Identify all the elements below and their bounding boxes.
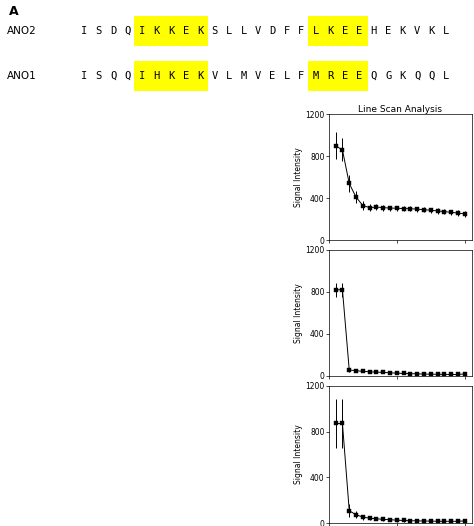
Text: B: B [6,117,14,127]
Text: K: K [168,71,174,81]
FancyBboxPatch shape [192,60,208,91]
Text: V: V [414,26,420,36]
Text: D: D [6,388,15,398]
Text: L: L [240,26,246,36]
Text: R: R [327,71,334,81]
Text: K: K [197,71,203,81]
FancyBboxPatch shape [134,16,150,46]
Text: L: L [284,71,290,81]
Text: + Arl13b:mCherry: + Arl13b:mCherry [212,118,294,127]
Text: *: * [327,0,334,1]
Text: GFP: GFP [97,118,114,127]
Text: A: A [9,5,19,18]
Text: E: E [356,71,363,81]
Text: K: K [327,26,334,36]
Text: H: H [154,71,160,81]
FancyBboxPatch shape [148,16,165,46]
Text: Q: Q [110,71,117,81]
Text: M: M [313,71,319,81]
Text: Q: Q [371,71,377,81]
Text: E: E [342,71,348,81]
Text: ANO1: ANO1 [7,71,37,81]
Text: *: * [167,0,175,1]
Y-axis label: Signal Intensity: Signal Intensity [294,424,302,484]
Text: I: I [139,71,146,81]
Text: K: K [197,26,203,36]
Text: V: V [255,26,261,36]
Text: E: E [385,26,392,36]
Text: ANO1H955KR967K: ANO1H955KR967K [15,425,20,484]
Text: E: E [269,71,275,81]
FancyBboxPatch shape [177,16,194,46]
Text: K: K [168,26,174,36]
Text: D: D [110,26,117,36]
Text: E: E [342,26,348,36]
FancyBboxPatch shape [322,16,338,46]
Text: ANO2: ANO2 [7,26,37,36]
Text: M: M [240,71,246,81]
FancyBboxPatch shape [337,60,353,91]
FancyBboxPatch shape [337,16,353,46]
Text: L: L [226,26,232,36]
Text: I: I [81,71,88,81]
FancyBboxPatch shape [308,60,324,91]
Text: ANO2: ANO2 [15,168,20,186]
Text: F: F [298,71,305,81]
FancyBboxPatch shape [163,60,179,91]
FancyBboxPatch shape [351,60,367,91]
FancyBboxPatch shape [322,60,338,91]
Text: H: H [371,26,377,36]
Text: L: L [226,71,232,81]
FancyBboxPatch shape [177,60,194,91]
Text: V: V [211,71,218,81]
Text: S: S [211,26,218,36]
Text: K: K [400,71,406,81]
Text: L: L [443,71,449,81]
FancyBboxPatch shape [351,16,367,46]
FancyBboxPatch shape [192,16,208,46]
Text: Q: Q [125,71,131,81]
Text: G: G [385,71,392,81]
Text: Q: Q [125,26,131,36]
Text: K: K [154,26,160,36]
Text: E: E [182,26,189,36]
Text: ANO1: ANO1 [15,304,20,322]
FancyBboxPatch shape [148,60,165,91]
Text: S: S [96,71,102,81]
FancyBboxPatch shape [163,16,179,46]
Text: Q: Q [414,71,420,81]
Text: E: E [356,26,363,36]
Text: L: L [443,26,449,36]
Text: I: I [139,26,146,36]
Text: K: K [428,26,435,36]
Text: E: E [182,71,189,81]
Text: I: I [81,26,88,36]
Text: V: V [255,71,261,81]
Text: L: L [313,26,319,36]
Text: K: K [400,26,406,36]
Text: F: F [298,26,305,36]
Y-axis label: Signal Intensity: Signal Intensity [294,147,302,207]
Text: S: S [96,26,102,36]
Title: Line Scan Analysis: Line Scan Analysis [358,105,442,114]
FancyBboxPatch shape [308,16,324,46]
Text: C: C [6,252,14,262]
Y-axis label: Signal Intensity: Signal Intensity [294,283,302,343]
Text: F: F [284,26,290,36]
Text: D: D [269,26,275,36]
FancyBboxPatch shape [134,60,150,91]
Text: Q: Q [428,71,435,81]
